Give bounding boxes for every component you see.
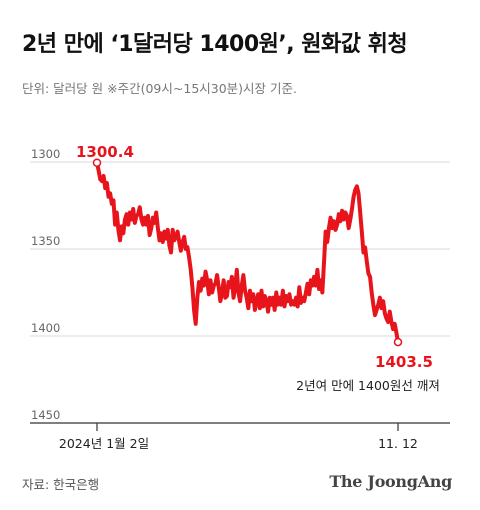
series-line: [95, 160, 400, 345]
end-point-marker: [393, 337, 403, 347]
chart-title: 2년 만에 ‘1달러당 1400원’, 원화값 휘청: [22, 32, 408, 57]
start-value-label: 1300.4: [76, 143, 134, 161]
y-tick-label: 1350: [31, 234, 60, 248]
end-value-label: 1403.5: [375, 353, 433, 371]
chart-subtitle: 단위: 달러당 원 ※주간(09시~15시30분)시장 기준.: [22, 81, 297, 96]
gridlines: [30, 161, 450, 337]
x-tick-label-start: 2024년 1월 2일: [59, 436, 149, 451]
y-tick-label: 1450: [31, 408, 60, 422]
start-point-marker: [92, 158, 102, 167]
end-annotation-note: 2년여 만에 1400원선 깨져: [296, 378, 440, 393]
source-label: 자료: 한국은행: [22, 477, 100, 492]
y-tick-labels: 1300 1350 1400 1450: [31, 147, 60, 422]
y-tick-label: 1400: [31, 321, 60, 335]
y-tick-label: 1300: [31, 147, 60, 161]
x-tick-label-end: 11. 12: [378, 436, 418, 451]
publisher-logo: The JoongAng: [329, 472, 452, 491]
